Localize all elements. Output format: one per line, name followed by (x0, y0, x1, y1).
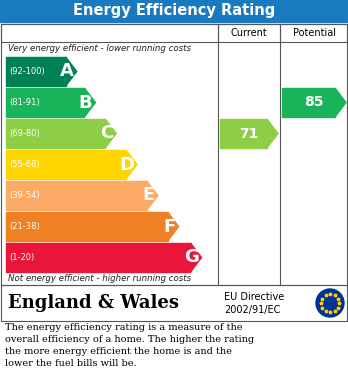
Circle shape (316, 289, 344, 317)
Polygon shape (85, 88, 95, 117)
Text: 71: 71 (239, 127, 259, 140)
Bar (1, 24, 347, 285)
Polygon shape (126, 150, 137, 179)
Bar (1, 24, 218, 42)
Text: (81-91): (81-91) (9, 98, 40, 107)
Polygon shape (168, 212, 179, 241)
Bar (6, 212, 168, 241)
Bar (0, 0, 348, 22)
Text: (21-38): (21-38) (9, 222, 40, 231)
Bar (282, 88, 335, 117)
Bar (218, 24, 280, 42)
Polygon shape (335, 88, 346, 117)
Text: Energy Efficiency Rating: Energy Efficiency Rating (73, 4, 275, 18)
Bar (6, 57, 66, 86)
Polygon shape (66, 57, 77, 86)
Polygon shape (105, 119, 116, 148)
Text: (1-20): (1-20) (9, 253, 34, 262)
Text: (39-54): (39-54) (9, 191, 40, 200)
Text: D: D (119, 156, 134, 174)
Text: The energy efficiency rating is a measure of the
overall efficiency of a home. T: The energy efficiency rating is a measur… (5, 323, 254, 368)
Text: (69-80): (69-80) (9, 129, 40, 138)
Text: Very energy efficient - lower running costs: Very energy efficient - lower running co… (8, 44, 191, 53)
Text: (55-68): (55-68) (9, 160, 40, 169)
Text: 2002/91/EC: 2002/91/EC (224, 305, 280, 315)
Bar (6, 181, 147, 210)
Bar (220, 119, 267, 148)
Text: Potential: Potential (293, 28, 335, 38)
Text: A: A (60, 63, 74, 81)
Polygon shape (267, 119, 278, 148)
Text: Not energy efficient - higher running costs: Not energy efficient - higher running co… (8, 274, 191, 283)
Text: England & Wales: England & Wales (8, 294, 179, 312)
Text: E: E (143, 187, 155, 204)
Text: EU Directive: EU Directive (224, 292, 284, 301)
Text: G: G (184, 249, 198, 267)
Polygon shape (190, 243, 201, 272)
Text: F: F (164, 217, 176, 235)
Bar (1, 285, 347, 321)
Bar (6, 150, 126, 179)
Polygon shape (147, 181, 158, 210)
Bar (6, 88, 85, 117)
Text: 85: 85 (304, 95, 324, 109)
Text: B: B (79, 93, 93, 111)
Text: C: C (100, 124, 113, 142)
Text: (92-100): (92-100) (9, 67, 45, 76)
Bar (280, 24, 347, 42)
Bar (6, 119, 105, 148)
Bar (6, 243, 190, 272)
Text: Current: Current (231, 28, 267, 38)
